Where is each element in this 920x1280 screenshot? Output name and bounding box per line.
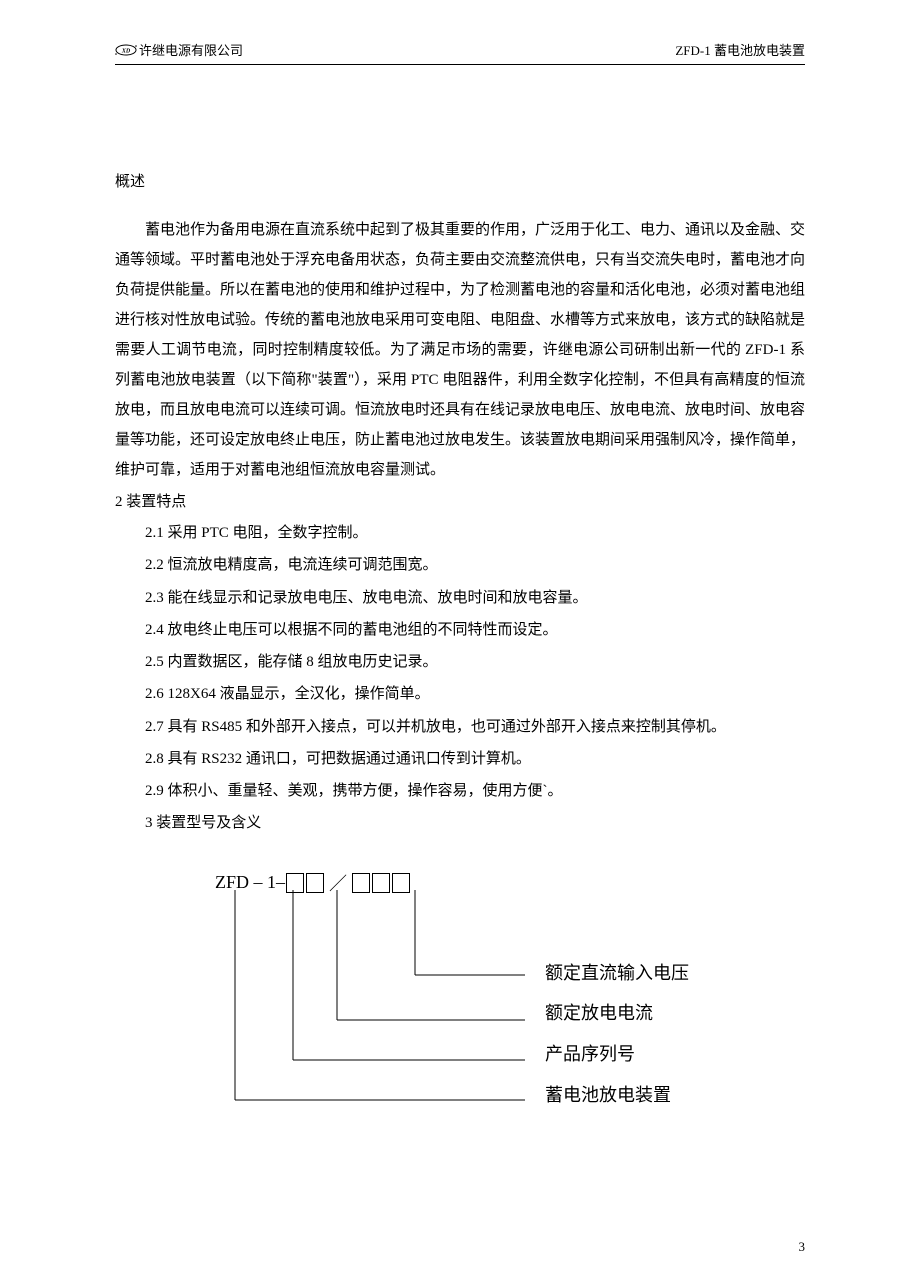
company-name: 许继电源有限公司	[139, 40, 243, 59]
diagram-label: 额定放电电流	[545, 995, 689, 1033]
feature-item: 2.2 恒流放电精度高，电流连续可调范围宽。	[115, 549, 805, 581]
features-list: 2.1 采用 PTC 电阻，全数字控制。 2.2 恒流放电精度高，电流连续可调范…	[115, 517, 805, 807]
document-page: XD 许继电源有限公司 ZFD-1 蓄电池放电装置 概述 蓄电池作为备用电源在直…	[0, 0, 920, 1280]
page-header: XD 许继电源有限公司 ZFD-1 蓄电池放电装置	[115, 40, 805, 65]
diagram-label: 产品序列号	[545, 1036, 689, 1074]
feature-item: 2.1 采用 PTC 电阻，全数字控制。	[115, 517, 805, 549]
feature-item: 2.6 128X64 液晶显示，全汉化，操作简单。	[115, 678, 805, 710]
section1-title: 概述	[115, 170, 805, 191]
product-name: ZFD-1 蓄电池放电装置	[675, 40, 805, 59]
feature-item: 2.4 放电终止电压可以根据不同的蓄电池组的不同特性而设定。	[115, 614, 805, 646]
company-logo-icon: XD	[115, 44, 137, 56]
header-left: XD 许继电源有限公司	[115, 40, 243, 59]
feature-item: 2.8 具有 RS232 通讯口，可把数据通过通讯口传到计算机。	[115, 743, 805, 775]
feature-item: 2.5 内置数据区，能存储 8 组放电历史记录。	[115, 646, 805, 678]
svg-text:XD: XD	[121, 48, 131, 54]
model-diagram: ZFD – 1– ／ 额定直流输入电压 额定放电电流 产品序列号 蓄电池放电装置	[215, 870, 805, 1150]
section3-title: 3 装置型号及含义	[115, 807, 805, 839]
feature-item: 2.7 具有 RS485 和外部开入接点，可以并机放电，也可通过外部开入接点来控…	[115, 711, 805, 743]
overview-paragraph: 蓄电池作为备用电源在直流系统中起到了极其重要的作用，广泛用于化工、电力、通讯以及…	[115, 215, 805, 485]
feature-item: 2.3 能在线显示和记录放电电压、放电电流、放电时间和放电容量。	[115, 582, 805, 614]
diagram-label: 蓄电池放电装置	[545, 1077, 689, 1115]
diagram-connector-lines	[215, 890, 535, 1110]
page-number: 3	[799, 1239, 806, 1255]
feature-item: 2.9 体积小、重量轻、美观，携带方便，操作容易，使用方便`。	[115, 775, 805, 807]
diagram-label: 额定直流输入电压	[545, 955, 689, 993]
section2-title: 2 装置特点	[115, 487, 805, 517]
diagram-labels: 额定直流输入电压 额定放电电流 产品序列号 蓄电池放电装置	[545, 955, 689, 1118]
